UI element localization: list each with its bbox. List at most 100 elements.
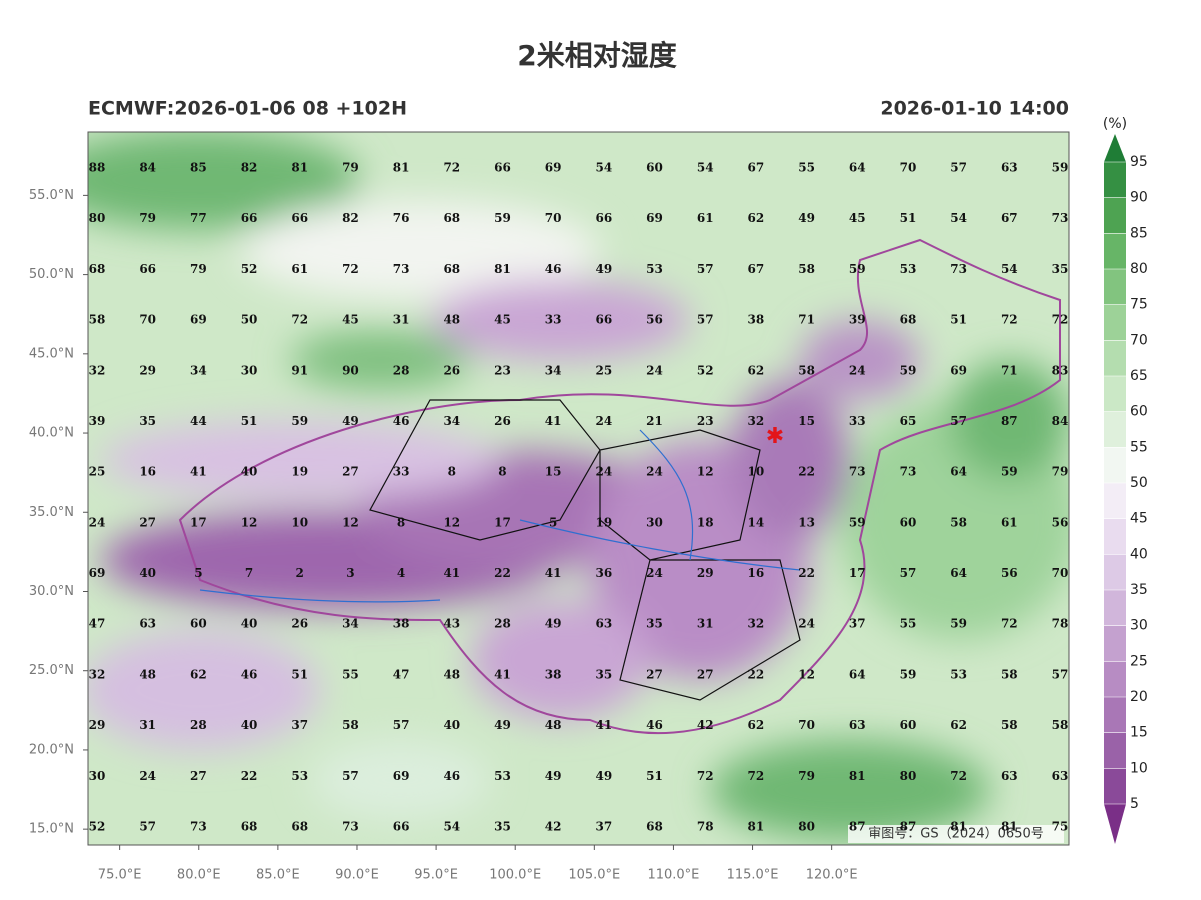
grid-value: 53 [291, 769, 308, 783]
grid-value: 69 [89, 566, 106, 580]
grid-value: 78 [1052, 617, 1069, 631]
grid-value: 28 [494, 617, 511, 631]
grid-value: 66 [139, 262, 156, 276]
grid-value: 72 [950, 769, 967, 783]
grid-value: 81 [748, 820, 765, 834]
grid-value: 52 [241, 262, 258, 276]
grid-value: 31 [139, 718, 156, 732]
grid-value: 34 [545, 363, 562, 377]
grid-value: 57 [697, 262, 714, 276]
y-tick-label: 40.0°N [29, 426, 74, 441]
grid-value: 49 [342, 414, 359, 428]
grid-value: 57 [342, 769, 359, 783]
grid-value: 79 [139, 211, 156, 225]
grid-value: 58 [89, 313, 106, 327]
colorbar-tick-label: 5 [1130, 796, 1139, 812]
grid-value: 12 [798, 667, 815, 681]
approval-number: 审图号：GS（2024）0650号 [868, 827, 1044, 842]
grid-value: 27 [342, 465, 359, 479]
colorbar-bin [1104, 732, 1126, 769]
grid-value: 55 [798, 161, 815, 175]
grid-value: 57 [1052, 667, 1069, 681]
grid-value: 8 [498, 465, 506, 479]
grid-value: 48 [443, 667, 460, 681]
grid-value: 32 [89, 667, 106, 681]
y-tick-label: 50.0°N [29, 267, 74, 282]
grid-value: 67 [1001, 211, 1018, 225]
grid-value: 26 [494, 414, 511, 428]
grid-value: 66 [393, 820, 410, 834]
grid-value: 43 [443, 617, 460, 631]
x-tick-label: 105.0°E [568, 868, 620, 883]
grid-value: 35 [494, 820, 511, 834]
grid-value: 51 [950, 313, 967, 327]
grid-value: 90 [342, 363, 359, 377]
grid-value: 83 [1052, 363, 1069, 377]
grid-value: 34 [190, 363, 207, 377]
grid-value: 60 [900, 515, 917, 529]
grid-value: 66 [494, 161, 511, 175]
grid-value: 70 [139, 313, 156, 327]
grid-value: 4 [397, 566, 405, 580]
colorbar-tick-label: 80 [1130, 261, 1148, 277]
grid-value: 64 [849, 161, 866, 175]
colorbar-bin [1104, 376, 1126, 412]
grid-value: 49 [494, 718, 511, 732]
grid-value: 67 [748, 262, 765, 276]
grid-value: 87 [900, 820, 917, 834]
colorbar-bin [1104, 411, 1126, 448]
colorbar-tick-label: 30 [1130, 618, 1148, 634]
grid-value: 37 [291, 718, 308, 732]
grid-value: 81 [291, 161, 308, 175]
colorbar-bin [1104, 340, 1126, 376]
x-tick-label: 115.0°E [727, 868, 779, 883]
grid-value: 59 [849, 262, 866, 276]
grid-value: 72 [291, 313, 308, 327]
grid-value: 55 [342, 667, 359, 681]
grid-value: 79 [342, 161, 359, 175]
grid-value: 50 [241, 313, 258, 327]
y-tick-label: 55.0°N [29, 188, 74, 203]
grid-value: 81 [1001, 820, 1018, 834]
x-tick-label: 100.0°E [489, 868, 541, 883]
grid-value: 69 [646, 211, 663, 225]
grid-value: 38 [393, 617, 410, 631]
grid-value: 68 [241, 820, 258, 834]
grid-value: 57 [697, 313, 714, 327]
grid-value: 60 [900, 718, 917, 732]
grid-value: 16 [139, 465, 156, 479]
grid-value: 91 [291, 363, 308, 377]
colorbar-tick-label: 50 [1130, 475, 1148, 491]
grid-value: 79 [798, 769, 815, 783]
x-tick-label: 80.0°E [177, 868, 221, 883]
grid-value: 24 [595, 414, 612, 428]
grid-value: 59 [291, 414, 308, 428]
grid-value: 72 [697, 769, 714, 783]
grid-value: 59 [494, 211, 511, 225]
grid-value: 2 [296, 566, 304, 580]
grid-value: 62 [190, 667, 207, 681]
colorbar-bin [1104, 697, 1126, 733]
y-tick-label: 15.0°N [29, 822, 74, 837]
grid-value: 15 [545, 465, 562, 479]
grid-value: 73 [950, 262, 967, 276]
grid-value: 41 [443, 566, 460, 580]
grid-value: 51 [291, 667, 308, 681]
grid-value: 66 [291, 211, 308, 225]
grid-value: 71 [1001, 363, 1018, 377]
grid-value: 66 [241, 211, 258, 225]
grid-value: 58 [950, 515, 967, 529]
grid-value: 47 [393, 667, 410, 681]
colorbar-tick-label: 90 [1130, 190, 1148, 206]
colorbar-bin [1104, 625, 1126, 662]
grid-value: 78 [697, 820, 714, 834]
colorbar-bin [1104, 768, 1126, 804]
grid-value: 57 [950, 161, 967, 175]
grid-value: 31 [393, 313, 410, 327]
grid-value: 44 [190, 414, 207, 428]
x-tick-label: 90.0°E [335, 868, 379, 883]
grid-value: 70 [1052, 566, 1069, 580]
grid-value: 33 [545, 313, 562, 327]
grid-value: 19 [595, 515, 612, 529]
